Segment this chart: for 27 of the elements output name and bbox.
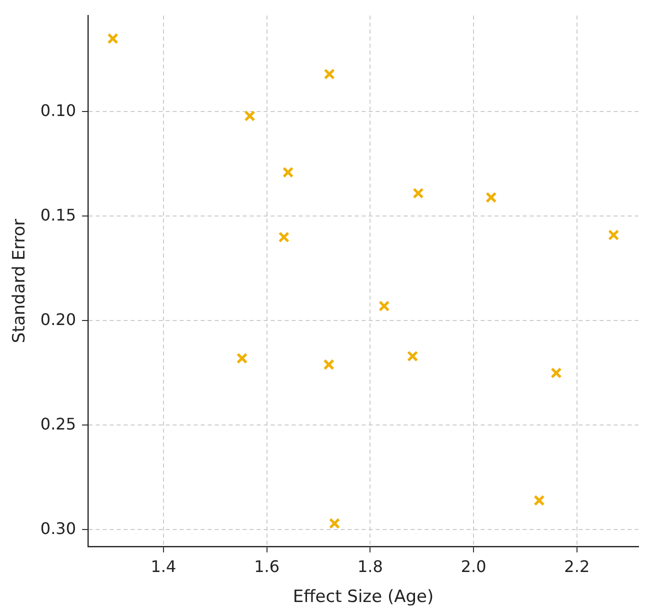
x-tick-label: 1.6 [254,557,280,576]
y-axis-title: Standard Error [10,218,30,344]
x-tick-label: 1.4 [150,557,176,576]
point [278,232,290,243]
point [244,110,256,122]
point [378,300,390,312]
point [486,192,497,203]
point [412,188,424,199]
point [236,352,248,364]
point [328,518,340,529]
y-tick-label: 0.10 [40,100,76,120]
point [323,359,334,370]
point [107,33,118,44]
point [534,494,545,506]
y-tick-label: 0.15 [40,205,76,224]
x-tick-label: 2.2 [564,557,590,576]
point [407,350,418,362]
y-tick-label: 0.20 [40,310,76,329]
point [550,367,562,378]
point [608,229,620,241]
x-tick-label: 1.8 [357,557,383,576]
x-axis-title: Effect Size (Age) [292,587,434,608]
x-tick-label: 2.0 [460,557,486,576]
y-tick-label: 0.30 [40,518,76,538]
y-tick-label: 0.25 [40,414,76,434]
point [282,166,294,178]
point [324,68,335,80]
